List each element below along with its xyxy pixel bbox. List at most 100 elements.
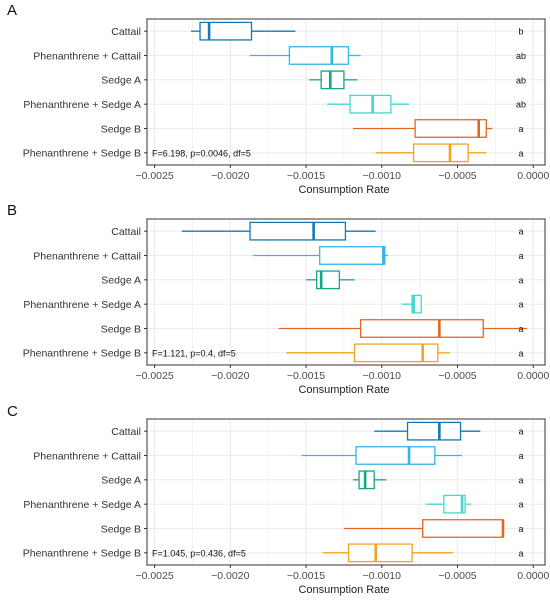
significance-letter: a bbox=[518, 148, 523, 158]
box-body bbox=[359, 319, 484, 338]
box-body bbox=[414, 119, 487, 138]
panel-border bbox=[146, 418, 546, 566]
box-4 bbox=[425, 494, 472, 514]
x-axis-title: Consumption Rate bbox=[298, 584, 389, 596]
y-tick-label: Phenanthrene + Sedge A bbox=[23, 299, 141, 311]
y-tick-label: Cattail bbox=[111, 26, 141, 38]
significance-letter: a bbox=[518, 475, 523, 485]
significance-letter: ab bbox=[516, 75, 526, 85]
plot-area bbox=[147, 19, 545, 165]
x-tick-label: −0.0010 bbox=[363, 170, 401, 182]
panel-b: Cattail Phenanthrene + Cattail Sedge A Phen… bbox=[7, 202, 549, 396]
x-tick-label: −0.0020 bbox=[211, 170, 249, 182]
box-body bbox=[320, 70, 345, 90]
box-6 bbox=[322, 543, 453, 563]
box-body bbox=[347, 543, 413, 563]
box-1 bbox=[374, 421, 481, 441]
box-body bbox=[199, 21, 253, 41]
box-2 bbox=[301, 446, 463, 465]
plot-area bbox=[147, 419, 545, 565]
x-tick-label: −0.0025 bbox=[135, 170, 173, 182]
x-tick-label: −0.0010 bbox=[363, 370, 401, 382]
box-6 bbox=[286, 343, 450, 363]
y-tick-label: Sedge B bbox=[101, 123, 141, 135]
box-1 bbox=[190, 21, 296, 41]
significance-letter: a bbox=[518, 275, 523, 285]
y-tick-label: Phenanthrene + Cattail bbox=[33, 50, 141, 62]
x-tick-label: 0.0000 bbox=[517, 370, 549, 382]
x-axis-title: Consumption Rate bbox=[298, 184, 389, 196]
significance-letter: a bbox=[518, 524, 523, 534]
box-body bbox=[412, 143, 469, 163]
significance-letter: ab bbox=[516, 51, 526, 61]
x-tick-label: −0.0010 bbox=[363, 570, 401, 582]
x-tick-label: −0.0005 bbox=[438, 170, 476, 182]
stats-annotation: F=1.121, p=0.4, df=5 bbox=[152, 348, 236, 358]
x-tick-label: −0.0020 bbox=[211, 570, 249, 582]
box-body bbox=[353, 343, 439, 363]
box-body bbox=[411, 294, 422, 314]
panel-border bbox=[146, 218, 546, 366]
y-tick-label: Cattail bbox=[111, 426, 141, 438]
y-tick-label: Phenanthrene + Cattail bbox=[33, 250, 141, 262]
significance-letter: a bbox=[518, 548, 523, 558]
y-tick-label: Cattail bbox=[111, 226, 141, 238]
y-tick-label: Phenanthrene + Sedge A bbox=[23, 499, 141, 511]
panel-border bbox=[146, 18, 546, 166]
box-5 bbox=[343, 519, 505, 538]
box-body bbox=[349, 94, 392, 114]
y-tick-label: Sedge A bbox=[101, 275, 141, 287]
significance-letter: a bbox=[518, 227, 523, 237]
panel-label: A bbox=[7, 2, 17, 19]
significance-letter: a bbox=[518, 348, 523, 358]
x-tick-label: −0.0005 bbox=[438, 370, 476, 382]
y-tick-label: Phenanthrene + Cattail bbox=[33, 450, 141, 462]
y-tick-label: Phenanthrene + Sedge A bbox=[23, 99, 141, 111]
y-tick-label: Sedge A bbox=[101, 475, 141, 487]
significance-letter: a bbox=[518, 324, 523, 334]
panel-a: Cattail Phenanthrene + Cattail Sedge A Phen… bbox=[7, 2, 549, 196]
significance-letter: ab bbox=[516, 100, 526, 110]
box-body bbox=[249, 221, 347, 241]
significance-letter: a bbox=[518, 500, 523, 510]
box-4 bbox=[327, 94, 410, 114]
box-body bbox=[358, 470, 375, 490]
box-body bbox=[406, 421, 462, 441]
x-tick-label: −0.0015 bbox=[287, 570, 325, 582]
x-tick-label: 0.0000 bbox=[517, 570, 549, 582]
x-tick-label: −0.0020 bbox=[211, 370, 249, 382]
y-tick-label: Phenanthrene + Sedge B bbox=[23, 548, 141, 560]
box-body bbox=[355, 446, 436, 465]
box-3 bbox=[306, 270, 355, 290]
significance-letter: a bbox=[518, 451, 523, 461]
panel-label: B bbox=[7, 202, 17, 219]
box-body bbox=[443, 494, 466, 514]
x-tick-label: −0.0025 bbox=[135, 370, 173, 382]
box-1 bbox=[181, 221, 376, 241]
x-tick-label: 0.0000 bbox=[517, 170, 549, 182]
panel-c: Cattail Phenanthrene + Cattail Sedge A Phen… bbox=[7, 403, 549, 596]
x-tick-label: −0.0005 bbox=[438, 570, 476, 582]
box-4 bbox=[401, 294, 422, 314]
box-5 bbox=[353, 119, 493, 138]
plot-area bbox=[147, 219, 545, 365]
box-3 bbox=[309, 70, 358, 90]
y-tick-label: Sedge A bbox=[101, 75, 141, 87]
box-body bbox=[319, 246, 386, 265]
significance-letter: b bbox=[518, 27, 523, 37]
box-2 bbox=[250, 46, 361, 65]
panel-label: C bbox=[7, 403, 18, 420]
stats-annotation: F=1.045, p=0.436, df=5 bbox=[152, 548, 246, 558]
box-body bbox=[422, 519, 504, 538]
x-axis-title: Consumption Rate bbox=[298, 384, 389, 396]
box-2 bbox=[253, 246, 388, 265]
significance-letter: a bbox=[518, 251, 523, 261]
box-5 bbox=[278, 319, 528, 338]
y-tick-label: Sedge B bbox=[101, 523, 141, 535]
significance-letter: a bbox=[518, 300, 523, 310]
box-3 bbox=[353, 470, 387, 490]
y-tick-label: Phenanthrene + Sedge B bbox=[23, 348, 141, 360]
box-6 bbox=[375, 143, 487, 163]
